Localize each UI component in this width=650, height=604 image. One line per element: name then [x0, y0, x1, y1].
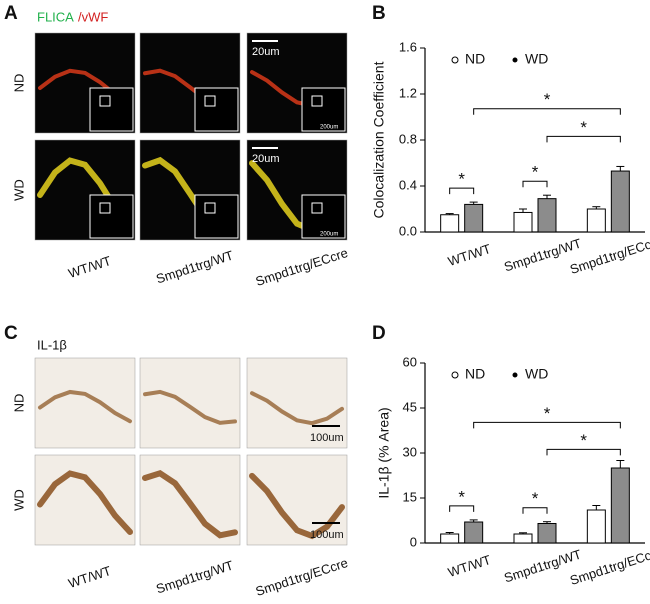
row-label: ND [11, 74, 26, 93]
bar [513, 211, 533, 233]
significance-bracket [522, 180, 548, 188]
significance-bracket [473, 421, 621, 429]
inset [301, 87, 346, 132]
row-label: WD [11, 179, 26, 201]
panel-label: B [372, 3, 386, 24]
panel-label: D [372, 323, 386, 344]
bar [513, 533, 533, 544]
significance-label: * [544, 90, 551, 109]
significance-label: * [580, 118, 587, 137]
micrograph [34, 454, 136, 546]
significance-bracket [449, 187, 475, 195]
x-tick-label: Smpd1trg/ECcre [568, 544, 650, 588]
panel-label: C [4, 323, 18, 344]
bar [586, 208, 606, 233]
y-tick-label: 0.4 [399, 177, 417, 192]
micrograph [246, 357, 348, 449]
inset-scale-label: 200um [320, 232, 338, 238]
y-tick-label: 45 [403, 399, 417, 414]
scale-bar-label: 100um [310, 432, 344, 444]
significance-bracket [449, 505, 475, 512]
tissue-signal [249, 472, 345, 540]
bar [464, 521, 484, 544]
legend-label: WD [525, 366, 548, 382]
y-tick-label: 30 [403, 444, 417, 459]
significance-bracket [473, 108, 621, 115]
inset [89, 194, 134, 239]
bar [537, 523, 557, 544]
tissue-signal [143, 389, 237, 425]
bar [440, 533, 460, 544]
scale-bar-label: 20um [252, 153, 280, 165]
column-label: WT/WT [66, 563, 113, 591]
scale-bar-label: 20um [252, 46, 280, 58]
inset-box [311, 202, 323, 214]
scale-bar-label: 100um [310, 529, 344, 541]
legend-label: ND [465, 366, 485, 382]
significance-label: * [580, 431, 587, 450]
bar [610, 467, 630, 544]
column-label: WT/WT [66, 253, 113, 281]
column-label: Smpd1trg/ECcre [254, 245, 350, 289]
inset-box [99, 95, 111, 107]
y-axis-label: IL-1β (% Area) [376, 407, 392, 498]
tissue-signal [142, 469, 238, 539]
row-label: WD [11, 489, 26, 511]
legend-marker [512, 372, 518, 378]
x-tick-label: WT/WT [446, 241, 493, 269]
column-label: Smpd1trg/WT [154, 247, 235, 286]
significance-bracket [546, 448, 621, 456]
significance-label: * [532, 163, 539, 182]
inset-box [204, 95, 216, 107]
y-tick-label: 0.0 [399, 223, 417, 238]
inset-box [311, 95, 323, 107]
row-label: ND [11, 394, 26, 413]
y-tick-label: 0.8 [399, 131, 417, 146]
micrograph [139, 357, 241, 449]
tissue-signal [250, 391, 344, 426]
legend-label: ND [465, 51, 485, 67]
legend-marker [512, 57, 518, 63]
panel-label: A [4, 3, 18, 24]
inset [301, 194, 346, 239]
x-tick-label: WT/WT [446, 552, 493, 580]
stain-label: IL-1β [37, 337, 67, 352]
y-tick-label: 0 [410, 534, 417, 549]
x-tick-label: Smpd1trg/ECcre [568, 233, 650, 277]
inset-scale-label: 200um [320, 125, 338, 131]
significance-label: * [458, 487, 465, 506]
inset-box [204, 202, 216, 214]
y-tick-label: 15 [403, 489, 417, 504]
inset [194, 87, 239, 132]
significance-label: * [458, 170, 465, 189]
inset-box [99, 202, 111, 214]
inset [194, 194, 239, 239]
legend-marker [451, 56, 459, 64]
significance-bracket [522, 507, 548, 514]
stain-label: /vWF [78, 9, 108, 24]
significance-bracket [546, 135, 621, 143]
y-tick-label: 1.6 [399, 39, 417, 54]
bar [464, 203, 484, 233]
bar [537, 198, 557, 233]
y-tick-label: 60 [403, 354, 417, 369]
micrograph [34, 357, 136, 449]
bar [610, 170, 630, 233]
significance-label: * [532, 489, 539, 508]
tissue-signal [38, 389, 132, 424]
column-label: Smpd1trg/ECcre [254, 555, 350, 599]
y-axis-label: Colocalization Coefficient [371, 61, 387, 218]
tissue-signal [37, 470, 133, 535]
legend-label: WD [525, 51, 548, 67]
significance-label: * [544, 404, 551, 423]
y-tick-label: 1.2 [399, 85, 417, 100]
bar [586, 509, 606, 544]
stain-label: FLICA [37, 9, 74, 24]
legend-marker [451, 371, 459, 379]
inset [89, 87, 134, 132]
bar [440, 214, 460, 233]
column-label: Smpd1trg/WT [154, 557, 235, 596]
